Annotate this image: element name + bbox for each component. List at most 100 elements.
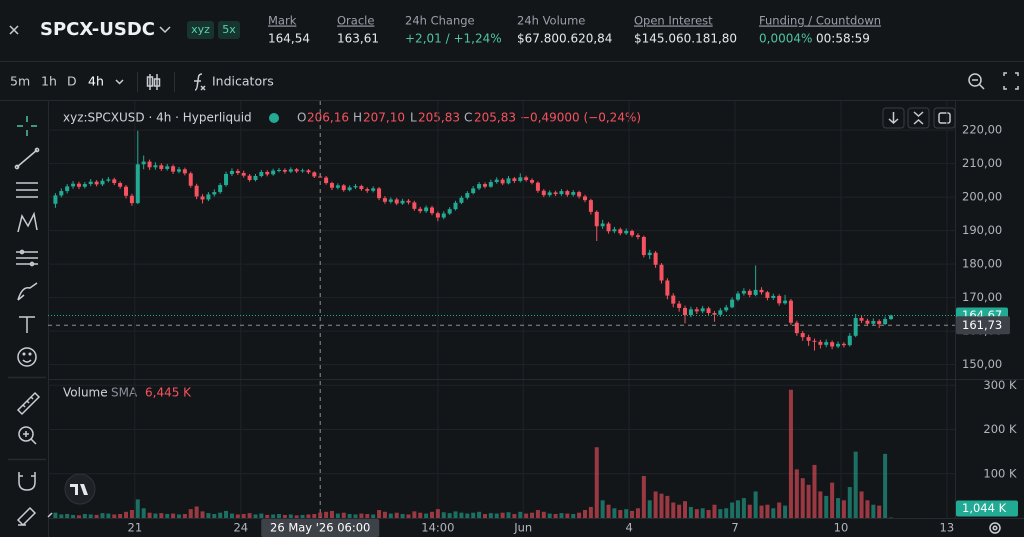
ohlc-key: C (464, 111, 472, 125)
volume-bar (141, 508, 146, 518)
symbol-dropdown[interactable] (159, 26, 171, 34)
volume-bar (665, 495, 670, 518)
volume-bar (624, 509, 629, 518)
candle-body (253, 176, 258, 181)
candle-body (106, 179, 111, 181)
candle-body (630, 230, 635, 236)
chart-type-button[interactable] (146, 74, 161, 90)
volume-bar (277, 514, 282, 518)
stat-label: Open Interest (634, 14, 713, 28)
stat-label: Mark (268, 14, 297, 28)
volume-bar (224, 510, 229, 518)
candle-body (347, 187, 352, 191)
zoom-icon[interactable] (972, 79, 985, 90)
indicators-icon[interactable] (200, 85, 206, 91)
candle-body (565, 191, 570, 195)
volume-bar (788, 389, 793, 518)
settings-icon[interactable] (989, 522, 1001, 534)
volume-bar (612, 508, 617, 518)
volume-bar (288, 514, 293, 518)
volume-bar (830, 482, 835, 518)
candle-body (530, 180, 535, 183)
volume-bar (488, 513, 493, 518)
volume-bar (359, 513, 364, 518)
candle-body (847, 335, 852, 346)
interval-button[interactable]: 1h (41, 74, 57, 89)
interval-button[interactable]: 4h (88, 74, 104, 89)
candle-body (430, 207, 435, 214)
candle-body (818, 341, 823, 345)
candle-body (783, 300, 788, 304)
indicators-button[interactable]: Indicators (212, 74, 274, 89)
x-tick-label: 14:00 (421, 521, 454, 535)
zoom-icon[interactable] (968, 73, 982, 87)
tool-icons[interactable] (8, 116, 46, 527)
volume-bar (406, 514, 411, 518)
star-icon[interactable] (9, 25, 19, 35)
volume-bar (418, 512, 423, 518)
candle-body (53, 195, 58, 204)
volume-bar (441, 512, 446, 518)
fullscreen-icon[interactable] (1003, 72, 1019, 90)
candle-body (588, 200, 593, 212)
candle-body (141, 161, 146, 165)
y-tick-label: 220,00 (962, 123, 1002, 137)
y-tick-label: 200,00 (962, 190, 1002, 204)
volume-bar (382, 511, 387, 518)
ohlc-value: 206,16 (307, 111, 349, 125)
volume-bar (465, 513, 470, 518)
volume-bar (253, 514, 258, 518)
x-tick-label: 10 (834, 521, 849, 535)
interval-dropdown[interactable] (115, 79, 124, 85)
volume-bar (712, 504, 717, 518)
candle-body (683, 307, 688, 316)
pane-buttons[interactable] (882, 107, 956, 129)
candle-body (300, 170, 305, 172)
last-volume-label: 1,044 K (962, 501, 1007, 515)
volume-bar (683, 501, 688, 518)
candle-body (653, 252, 658, 265)
stat-label: 24h Change (405, 14, 475, 28)
interval-button[interactable]: 5m (10, 74, 30, 89)
candle-body (171, 166, 176, 172)
candle-body (312, 172, 317, 177)
logo[interactable] (64, 473, 96, 505)
volume-bar (547, 513, 552, 518)
volume-bar (812, 464, 817, 518)
volume-bar (459, 512, 464, 518)
volume-bar (188, 509, 193, 518)
volume-bar (300, 514, 305, 518)
volume-bar (883, 453, 888, 518)
volume-bar (371, 514, 376, 518)
x-tick-label: 24 (233, 521, 248, 535)
indicators-icon[interactable] (194, 73, 203, 91)
candle-body (335, 185, 340, 188)
last-volume-box (956, 500, 1018, 517)
funding-countdown: 00:58:59 (816, 32, 870, 46)
crosshair-time-box (261, 519, 380, 537)
candle-body (200, 196, 205, 200)
tag-box (218, 21, 240, 39)
stat-value: 163,61 (337, 32, 379, 46)
volume-bar (806, 484, 811, 518)
symbol[interactable]: SPCX-USDC (40, 19, 155, 40)
volume-bar (282, 514, 287, 518)
interval-button[interactable]: D (67, 74, 77, 89)
volume-bar (294, 515, 299, 518)
candle-body (718, 310, 723, 315)
volume-bar (559, 513, 564, 518)
settings-icon[interactable] (992, 525, 998, 531)
candle-body (453, 202, 458, 210)
volume-bar (347, 514, 352, 518)
y-tick-label: 190,00 (962, 223, 1002, 237)
volume-bar (688, 506, 693, 518)
candle-body (724, 307, 729, 311)
candle-body (647, 252, 652, 256)
volume-bar (535, 510, 540, 518)
volume-bar (377, 510, 382, 518)
volume-bar (818, 491, 823, 518)
candle-body (765, 292, 770, 298)
candle-body (477, 184, 482, 189)
